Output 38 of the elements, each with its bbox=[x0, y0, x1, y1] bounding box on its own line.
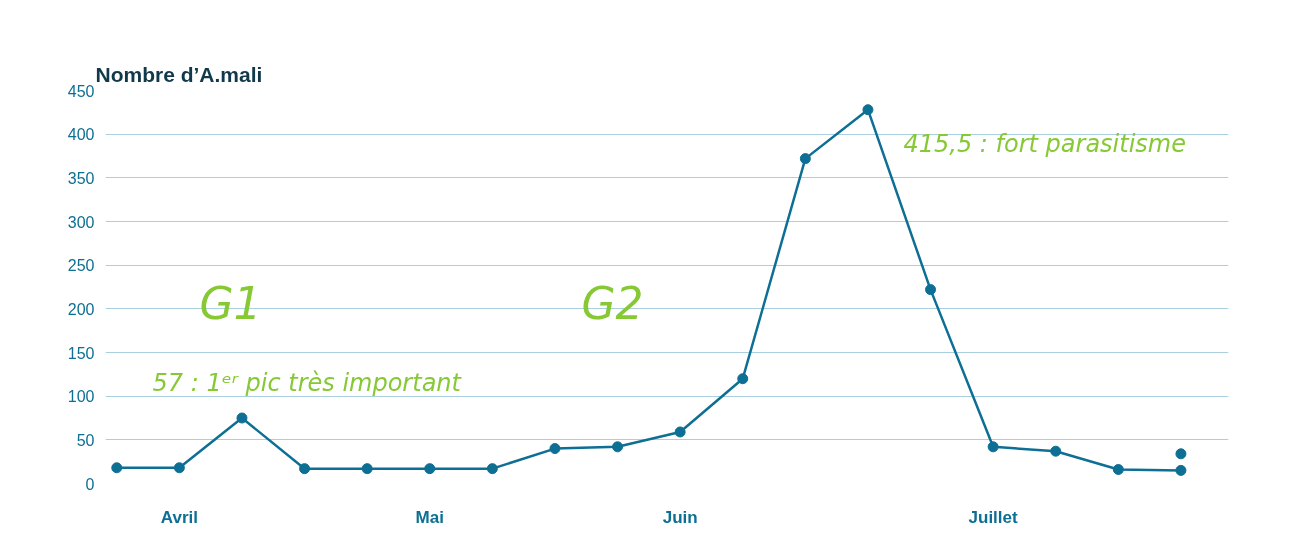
y-tick-label: 200 bbox=[67, 300, 95, 318]
x-tick-label: Mai bbox=[415, 507, 444, 527]
x-tick-label: Juin bbox=[662, 507, 698, 527]
point bbox=[1175, 448, 1187, 460]
x-tick-label: Avril bbox=[160, 507, 198, 527]
point bbox=[862, 104, 874, 116]
annotation: G1 bbox=[199, 278, 262, 329]
annotation: 57 : 1ᵉʳ pic très important bbox=[152, 368, 463, 397]
point bbox=[612, 441, 624, 453]
y-tick-label: 300 bbox=[67, 213, 95, 231]
point bbox=[549, 443, 561, 455]
point bbox=[299, 463, 311, 475]
annotation: G2 bbox=[581, 278, 644, 329]
chart-title: Nombre d’A.mali bbox=[95, 62, 263, 86]
point bbox=[424, 463, 436, 475]
point bbox=[799, 153, 811, 165]
y-tick-label: 250 bbox=[67, 257, 95, 275]
annotation: 415,5 : fort parasitisme bbox=[903, 129, 1187, 158]
point bbox=[737, 373, 749, 385]
point bbox=[361, 463, 373, 475]
y-tick-label: 450 bbox=[67, 82, 95, 100]
y-tick-label: 150 bbox=[67, 344, 95, 362]
y-tick-label: 100 bbox=[67, 388, 95, 406]
x-tick-label: Juillet bbox=[968, 507, 1019, 527]
point bbox=[987, 441, 999, 453]
y-tick-label: 400 bbox=[67, 126, 95, 144]
point bbox=[486, 463, 498, 475]
point bbox=[1050, 445, 1062, 457]
y-tick-label: 350 bbox=[67, 169, 95, 187]
point bbox=[925, 284, 937, 296]
point bbox=[173, 462, 185, 474]
y-tick-label: 50 bbox=[76, 431, 95, 449]
point bbox=[674, 426, 686, 438]
y-tick-label: 0 bbox=[85, 475, 95, 493]
point bbox=[1175, 464, 1187, 476]
point bbox=[236, 412, 248, 424]
point bbox=[111, 462, 123, 474]
point bbox=[1112, 464, 1124, 476]
